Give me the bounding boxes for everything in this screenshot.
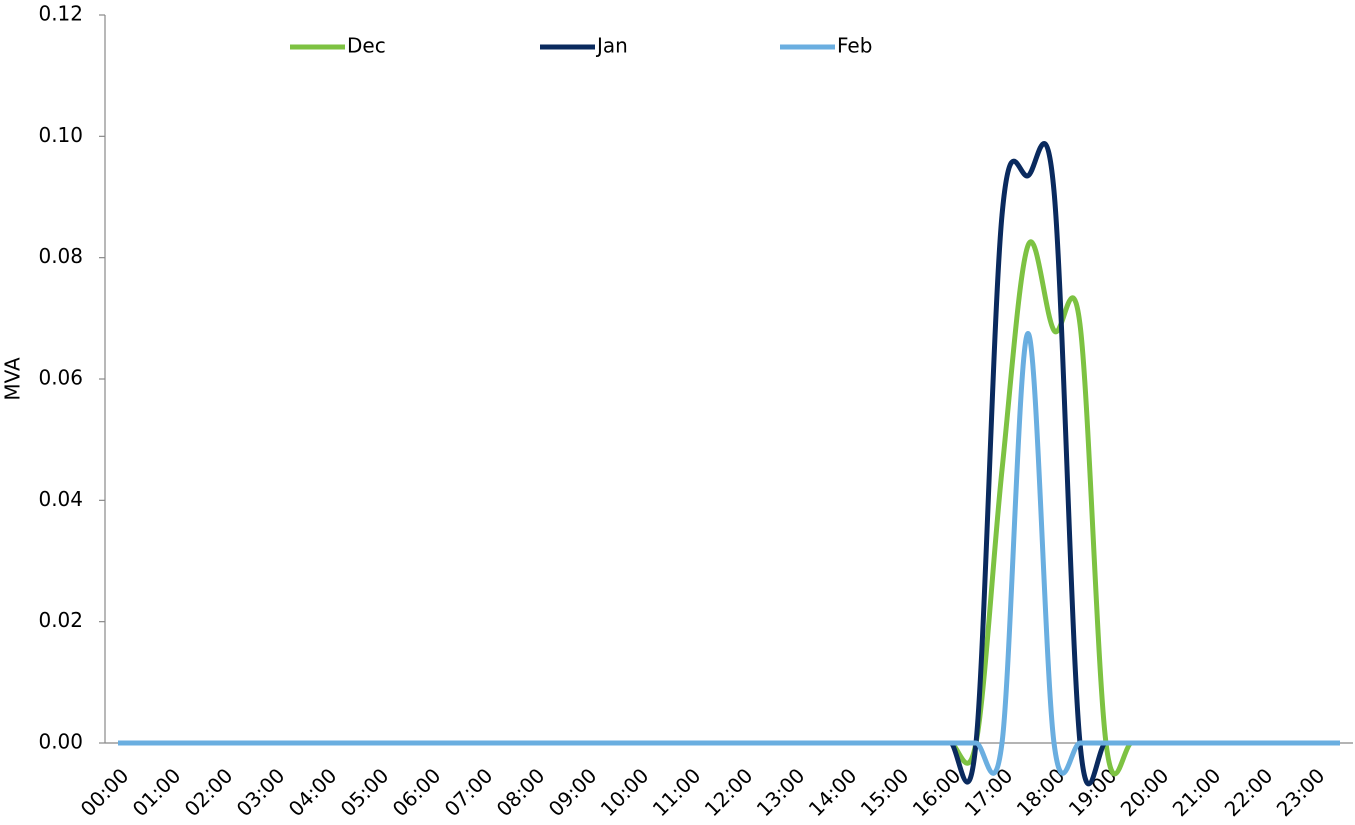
x-tick-label: 08:00 xyxy=(492,763,550,821)
x-tick-label: 12:00 xyxy=(700,763,758,821)
y-tick-label: 0.00 xyxy=(38,730,83,754)
x-tick-label: 21:00 xyxy=(1168,763,1226,821)
line-series xyxy=(118,141,1340,787)
y-tick-label: 0.02 xyxy=(38,608,83,632)
x-tick-label: 05:00 xyxy=(336,763,394,821)
y-tick-label: 0.08 xyxy=(38,244,83,268)
line-series xyxy=(118,331,1340,776)
x-tick-label: 06:00 xyxy=(388,763,446,821)
legend-label: Dec xyxy=(347,34,386,58)
y-tick-label: 0.04 xyxy=(38,487,83,511)
x-tick-label: 01:00 xyxy=(128,763,186,821)
x-tick-label: 03:00 xyxy=(232,763,290,821)
y-tick-label: 0.10 xyxy=(38,123,83,147)
x-tick-label: 10:00 xyxy=(596,763,654,821)
y-tick-label: 0.06 xyxy=(38,366,83,390)
x-tick-label: 04:00 xyxy=(284,763,342,821)
y-axis-label: MVA xyxy=(1,357,25,401)
x-tick-label: 02:00 xyxy=(180,763,238,821)
legend-label: Jan xyxy=(595,34,628,58)
x-tick-label: 00:00 xyxy=(76,763,134,821)
legend-label: Feb xyxy=(837,34,872,58)
x-tick-label: 22:00 xyxy=(1220,763,1278,821)
x-tick-label: 23:00 xyxy=(1272,763,1330,821)
x-tick-label: 11:00 xyxy=(648,763,706,821)
x-tick-label: 07:00 xyxy=(440,763,498,821)
x-tick-label: 09:00 xyxy=(544,763,602,821)
y-tick-label: 0.12 xyxy=(38,2,83,26)
x-tick-label: 20:00 xyxy=(1116,763,1174,821)
x-tick-label: 13:00 xyxy=(752,763,810,821)
x-tick-label: 16:00 xyxy=(908,763,966,821)
x-tick-label: 15:00 xyxy=(856,763,914,821)
x-tick-label: 14:00 xyxy=(804,763,862,821)
line-series xyxy=(118,239,1340,777)
